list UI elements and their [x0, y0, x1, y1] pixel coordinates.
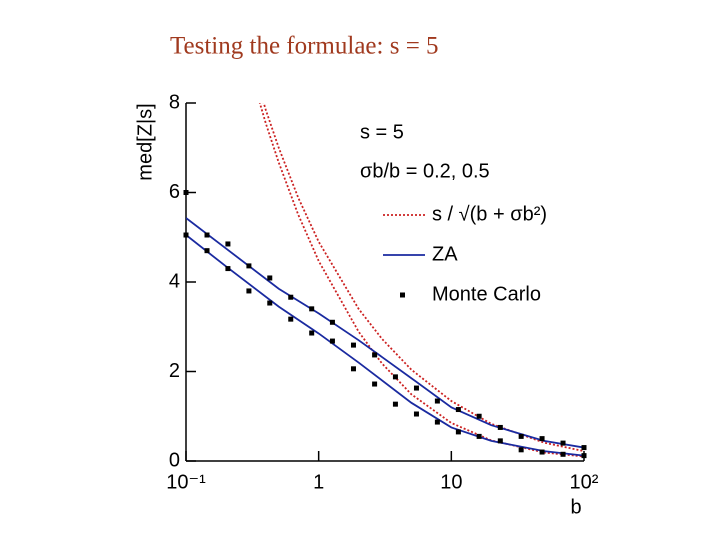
- x-axis-label: b: [570, 496, 581, 518]
- marker: [581, 445, 587, 451]
- slide-title: Testing the formulae: s = 5: [170, 33, 439, 60]
- marker: [183, 190, 189, 195]
- marker: [288, 294, 294, 300]
- marker: [350, 366, 356, 372]
- y-axis-label: med[Z|s]: [134, 103, 156, 180]
- marker: [225, 266, 231, 272]
- marker: [476, 433, 482, 439]
- y-tick-label: 0: [169, 449, 180, 471]
- series-line: [258, 103, 584, 458]
- marker: [204, 232, 210, 238]
- marker: [434, 398, 440, 404]
- series-line: [186, 234, 584, 457]
- legend-label: ZA: [432, 243, 458, 265]
- marker: [246, 288, 252, 294]
- x-tick-label: 10²: [570, 471, 599, 493]
- marker: [581, 453, 587, 459]
- marker: [329, 319, 335, 325]
- marker: [392, 374, 398, 380]
- marker: [350, 342, 356, 348]
- marker: [518, 433, 524, 439]
- marker: [372, 352, 378, 358]
- marker: [434, 419, 440, 425]
- marker: [539, 449, 545, 455]
- marker: [309, 330, 315, 336]
- marker: [455, 429, 461, 435]
- legend-label: Monte Carlo: [432, 283, 541, 305]
- marker: [560, 440, 566, 446]
- marker: [267, 300, 273, 306]
- marker: [183, 232, 189, 238]
- annotation: s = 5: [360, 121, 404, 143]
- marker: [309, 306, 315, 312]
- y-tick-label: 6: [169, 181, 180, 203]
- annotation: σb/b = 0.2, 0.5: [360, 160, 490, 182]
- marker: [455, 407, 461, 413]
- series-line: [186, 217, 584, 449]
- marker: [476, 413, 482, 419]
- marker: [392, 401, 398, 407]
- marker: [246, 263, 252, 269]
- marker: [329, 338, 335, 344]
- x-tick-label: 10: [440, 471, 462, 493]
- marker: [225, 241, 231, 247]
- legend-marker: [400, 292, 405, 298]
- marker: [413, 411, 419, 417]
- x-tick-label: 1: [313, 471, 324, 493]
- y-tick-label: 8: [169, 91, 180, 113]
- marker: [539, 436, 545, 442]
- legend-label: s / √(b + σb²): [432, 203, 547, 225]
- marker: [518, 447, 524, 453]
- marker: [204, 248, 210, 254]
- marker: [497, 424, 503, 430]
- series-line: [262, 103, 584, 453]
- y-tick-label: 2: [169, 360, 180, 382]
- marker: [288, 316, 294, 322]
- marker: [497, 438, 503, 444]
- x-tick-label: 10⁻¹: [166, 471, 206, 493]
- marker: [372, 381, 378, 387]
- marker: [413, 385, 419, 391]
- marker: [560, 451, 566, 457]
- y-tick-label: 4: [169, 270, 180, 292]
- marker: [267, 275, 273, 281]
